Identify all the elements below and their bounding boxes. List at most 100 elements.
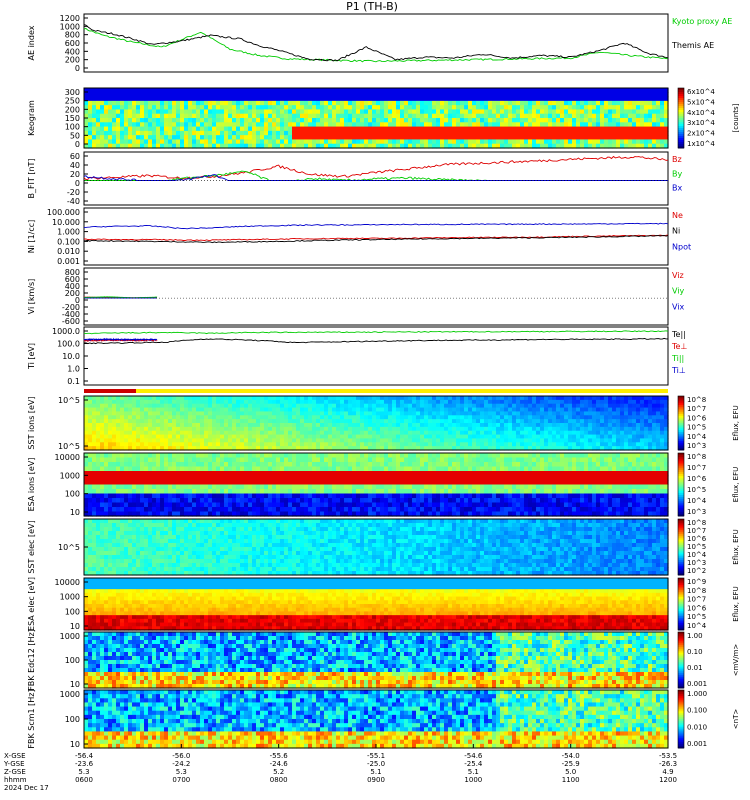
esa_ion-cell [164, 507, 169, 513]
sst_ion-cell [612, 426, 617, 432]
sst_ion-cell [524, 399, 529, 405]
keogram-cell [456, 126, 461, 132]
sst_ion-cell [528, 399, 533, 405]
keogram-cell [180, 130, 185, 136]
sst_ion-cell [196, 419, 201, 424]
sst_ion-cell [492, 399, 497, 405]
esa_ion-cell [184, 453, 189, 459]
keogram-cell [292, 100, 297, 106]
sst_ion-cell [240, 407, 245, 413]
sst_ion-cell [636, 407, 641, 413]
keogram-cell [256, 96, 261, 102]
keogram-cell [416, 109, 421, 115]
keogram-cell [440, 109, 445, 115]
keogram-cell [388, 96, 393, 102]
sst_ion-cell [464, 446, 469, 451]
keogram-cell [148, 143, 153, 149]
keogram-cell [424, 105, 429, 111]
esa_ion-cell [120, 462, 125, 468]
keogram-cell [396, 113, 401, 119]
keogram-cell [100, 92, 105, 98]
sst_ion-cell [384, 442, 389, 447]
keogram-cell [620, 113, 625, 119]
keogram-cell [304, 88, 309, 93]
sst_ion-cell [580, 415, 585, 420]
sst_ion-cell [516, 423, 521, 428]
sst_ion-cell [544, 403, 549, 409]
keogram-cell [328, 143, 333, 149]
esa_ion-cell [220, 507, 225, 513]
keogram-cell [332, 118, 337, 123]
sst_ion-cell [420, 411, 425, 416]
keogram-cell [224, 109, 229, 115]
sst_ion-cell [116, 430, 121, 436]
keogram-cell [500, 92, 505, 98]
keogram-colorbar-cell [678, 128, 684, 131]
sst_ion-cell [388, 415, 393, 420]
sst_ion-cell [540, 446, 545, 451]
sst_ion-cell [268, 396, 273, 401]
keogram-cell [584, 109, 589, 115]
esa_ion-cell [144, 493, 149, 499]
sst_ion-cell [304, 411, 309, 416]
keogram-cell [600, 96, 605, 102]
keogram-cell [504, 88, 509, 93]
keogram-cell [520, 105, 525, 111]
keogram-cell [492, 122, 497, 128]
sst_ion-cell [544, 396, 549, 401]
keogram-cell [224, 118, 229, 123]
keogram-cell [316, 143, 321, 149]
keogram-cell [316, 113, 321, 119]
keogram-cell [492, 130, 497, 136]
sst_ion-cell [376, 442, 381, 447]
sst_ion-cell [564, 442, 569, 447]
sst_ion-cell [320, 399, 325, 405]
keogram-cell [108, 122, 113, 128]
keogram-cell [172, 100, 177, 106]
sst_ion-cell [320, 434, 325, 440]
keogram-cell [444, 96, 449, 102]
keogram-cell [340, 130, 345, 136]
keogram-cell [596, 139, 601, 145]
sst_ion-cell [200, 407, 205, 413]
keogram-cell [500, 96, 505, 102]
sst_ion-cell [276, 423, 281, 428]
sst_ion-cell [324, 396, 329, 401]
sst_ion-cell [608, 407, 613, 413]
keogram-cell [576, 92, 581, 98]
keogram-cell [636, 130, 641, 136]
sst_ion-cell [360, 419, 365, 424]
keogram-cell [428, 126, 433, 132]
keogram-cell [552, 139, 557, 145]
sst_ion-cell [160, 434, 165, 440]
sst_ion-cell [372, 396, 377, 401]
keogram-cell [264, 105, 269, 111]
keogram-cell [588, 130, 593, 136]
sst_ion-cell [504, 423, 509, 428]
sst_ion-cell [408, 403, 413, 409]
sst_ion-cell [496, 442, 501, 447]
keogram-cell [320, 126, 325, 132]
sst_ion-cell [188, 399, 193, 405]
velocity-legend-2: Vix [672, 302, 685, 311]
keogram-cell [532, 113, 537, 119]
keogram-cell [380, 92, 385, 98]
esa_ion-cell [256, 457, 261, 463]
sst_ion-cell [248, 438, 253, 443]
sst_ion-cell [412, 434, 417, 440]
keogram-cell [512, 92, 517, 98]
sst_ion-cell [400, 399, 405, 405]
sst_ion-cell [324, 411, 329, 416]
sst_ion-cell [96, 423, 101, 428]
keogram-cell [512, 139, 517, 145]
sst_ion-cell [316, 411, 321, 416]
esa_ion-cell [192, 475, 197, 481]
keogram-cell [248, 118, 253, 123]
esa_ion-cell [84, 507, 89, 513]
keogram-cell [228, 105, 233, 111]
sst_ion-cell [316, 415, 321, 420]
sst_ion-cell [208, 403, 213, 409]
keogram-cell [288, 139, 293, 145]
sst_ion-cell [528, 438, 533, 443]
keogram-cell [348, 122, 353, 128]
